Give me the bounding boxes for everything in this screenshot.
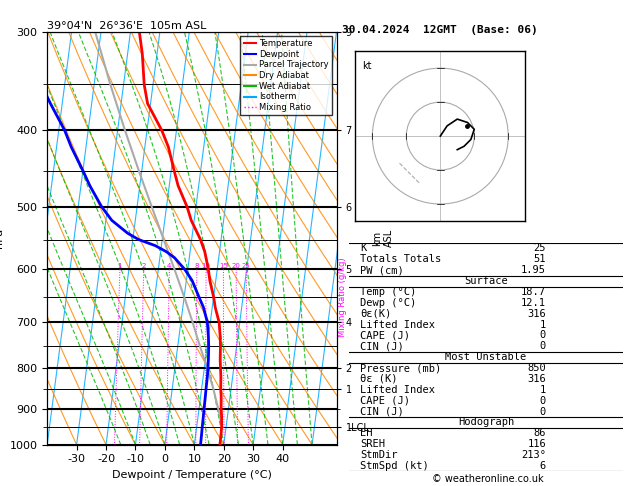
- Text: 0: 0: [540, 407, 546, 417]
- Text: PW (cm): PW (cm): [360, 265, 404, 275]
- Text: 86: 86: [533, 428, 546, 438]
- Text: EH: EH: [360, 428, 372, 438]
- Text: Surface: Surface: [464, 276, 508, 286]
- Text: 10: 10: [201, 263, 211, 269]
- Text: StmSpd (kt): StmSpd (kt): [360, 461, 429, 471]
- Text: Lifted Index: Lifted Index: [360, 320, 435, 330]
- Text: 316: 316: [527, 374, 546, 384]
- Text: Pressure (mb): Pressure (mb): [360, 363, 442, 373]
- Text: SREH: SREH: [360, 439, 385, 449]
- Text: 1: 1: [540, 385, 546, 395]
- Text: 1: 1: [540, 320, 546, 330]
- Text: 25: 25: [533, 243, 546, 253]
- Text: 18.7: 18.7: [521, 287, 546, 297]
- Text: 2: 2: [142, 263, 146, 269]
- Text: 213°: 213°: [521, 450, 546, 460]
- Text: 4: 4: [167, 263, 172, 269]
- Text: 20: 20: [231, 263, 241, 269]
- Y-axis label: km
ASL: km ASL: [372, 229, 394, 247]
- Text: Temp (°C): Temp (°C): [360, 287, 416, 297]
- Text: 6: 6: [540, 461, 546, 471]
- Text: Most Unstable: Most Unstable: [445, 352, 526, 362]
- Text: K: K: [360, 243, 366, 253]
- Text: CIN (J): CIN (J): [360, 341, 404, 351]
- Text: kt: kt: [362, 61, 372, 71]
- Text: 1: 1: [118, 263, 122, 269]
- Text: 0: 0: [540, 330, 546, 341]
- Text: 8: 8: [194, 263, 199, 269]
- X-axis label: Dewpoint / Temperature (°C): Dewpoint / Temperature (°C): [112, 470, 272, 480]
- Text: 0: 0: [540, 341, 546, 351]
- Text: CIN (J): CIN (J): [360, 407, 404, 417]
- Text: 850: 850: [527, 363, 546, 373]
- Y-axis label: hPa: hPa: [0, 228, 4, 248]
- Text: Totals Totals: Totals Totals: [360, 254, 442, 264]
- Text: 15: 15: [219, 263, 228, 269]
- Text: © weatheronline.co.uk: © weatheronline.co.uk: [431, 473, 543, 484]
- Text: 12.1: 12.1: [521, 298, 546, 308]
- Text: Mixing Ratio (g/kg): Mixing Ratio (g/kg): [338, 257, 347, 337]
- Text: Lifted Index: Lifted Index: [360, 385, 435, 395]
- Text: 316: 316: [527, 309, 546, 319]
- Text: 1.95: 1.95: [521, 265, 546, 275]
- Text: θε (K): θε (K): [360, 374, 398, 384]
- Text: StmDir: StmDir: [360, 450, 398, 460]
- Text: CAPE (J): CAPE (J): [360, 396, 410, 406]
- Legend: Temperature, Dewpoint, Parcel Trajectory, Dry Adiabat, Wet Adiabat, Isotherm, Mi: Temperature, Dewpoint, Parcel Trajectory…: [240, 36, 332, 115]
- Text: CAPE (J): CAPE (J): [360, 330, 410, 341]
- Text: Dewp (°C): Dewp (°C): [360, 298, 416, 308]
- Text: 0: 0: [540, 396, 546, 406]
- Text: 25: 25: [242, 263, 250, 269]
- Text: 30.04.2024  12GMT  (Base: 06): 30.04.2024 12GMT (Base: 06): [342, 25, 538, 35]
- Text: Hodograph: Hodograph: [458, 417, 514, 428]
- Text: θε(K): θε(K): [360, 309, 391, 319]
- Text: 51: 51: [533, 254, 546, 264]
- Text: 39°04'N  26°36'E  105m ASL: 39°04'N 26°36'E 105m ASL: [47, 21, 206, 31]
- Text: 116: 116: [527, 439, 546, 449]
